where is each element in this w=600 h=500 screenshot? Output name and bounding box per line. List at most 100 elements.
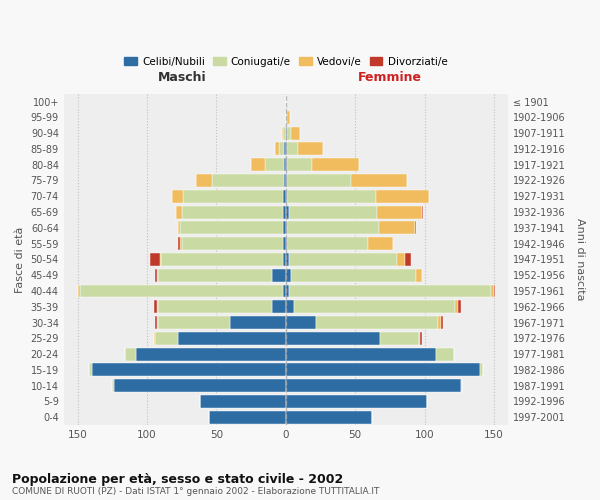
Bar bbox=[283, 237, 286, 250]
Bar bbox=[92, 364, 286, 376]
Bar bbox=[284, 174, 286, 187]
Bar bbox=[298, 142, 323, 156]
Bar bbox=[312, 158, 359, 171]
Bar bbox=[286, 174, 287, 187]
Bar bbox=[287, 111, 290, 124]
Bar bbox=[283, 253, 286, 266]
Bar bbox=[275, 142, 279, 156]
Y-axis label: Fasce di età: Fasce di età bbox=[15, 226, 25, 292]
Bar bbox=[136, 348, 286, 360]
Bar bbox=[287, 126, 292, 140]
Bar bbox=[178, 332, 286, 345]
Bar bbox=[461, 379, 462, 392]
Bar bbox=[415, 222, 416, 234]
Bar bbox=[294, 300, 455, 313]
Bar bbox=[265, 158, 284, 171]
Text: COMUNE DI RUOTI (PZ) - Dati ISTAT 1° gennaio 2002 - Elaborazione TUTTITALIA.IT: COMUNE DI RUOTI (PZ) - Dati ISTAT 1° gen… bbox=[12, 488, 379, 496]
Bar bbox=[182, 206, 283, 218]
Bar bbox=[416, 268, 422, 281]
Bar bbox=[455, 300, 458, 313]
Bar bbox=[376, 190, 429, 203]
Bar bbox=[436, 348, 454, 360]
Bar bbox=[196, 174, 212, 187]
Bar bbox=[292, 126, 299, 140]
Bar bbox=[351, 174, 407, 187]
Bar bbox=[368, 237, 392, 250]
Bar bbox=[439, 316, 441, 329]
Bar bbox=[272, 300, 286, 313]
Bar bbox=[114, 379, 286, 392]
Bar bbox=[157, 316, 158, 329]
Bar bbox=[287, 222, 379, 234]
Bar bbox=[181, 222, 283, 234]
Bar bbox=[155, 316, 157, 329]
Bar bbox=[178, 237, 181, 250]
Bar bbox=[284, 158, 286, 171]
Bar bbox=[292, 268, 416, 281]
Bar bbox=[182, 237, 283, 250]
Bar bbox=[405, 253, 410, 266]
Bar bbox=[209, 411, 286, 424]
Bar bbox=[283, 126, 286, 140]
Bar bbox=[286, 364, 480, 376]
Bar bbox=[155, 332, 178, 345]
Bar bbox=[178, 222, 181, 234]
Bar bbox=[286, 126, 287, 140]
Bar bbox=[421, 332, 422, 345]
Text: Maschi: Maschi bbox=[157, 71, 206, 84]
Bar bbox=[172, 190, 183, 203]
Bar bbox=[286, 316, 316, 329]
Bar bbox=[176, 206, 182, 218]
Bar bbox=[89, 364, 92, 376]
Bar bbox=[279, 142, 284, 156]
Y-axis label: Anni di nascita: Anni di nascita bbox=[575, 218, 585, 300]
Bar bbox=[200, 395, 286, 408]
Bar bbox=[157, 268, 158, 281]
Bar bbox=[283, 284, 286, 298]
Bar bbox=[283, 190, 286, 203]
Bar bbox=[230, 316, 286, 329]
Bar bbox=[286, 190, 287, 203]
Bar bbox=[286, 237, 287, 250]
Bar bbox=[161, 253, 283, 266]
Bar bbox=[419, 332, 421, 345]
Bar bbox=[80, 284, 283, 298]
Bar bbox=[422, 206, 423, 218]
Bar bbox=[441, 316, 443, 329]
Bar bbox=[286, 395, 427, 408]
Bar bbox=[380, 332, 419, 345]
Bar bbox=[158, 268, 272, 281]
Bar bbox=[286, 300, 294, 313]
Bar bbox=[284, 142, 286, 156]
Bar bbox=[397, 253, 405, 266]
Bar bbox=[379, 222, 415, 234]
Bar bbox=[287, 237, 368, 250]
Bar bbox=[272, 268, 286, 281]
Bar bbox=[480, 364, 483, 376]
Bar bbox=[286, 411, 372, 424]
Bar bbox=[289, 253, 397, 266]
Bar bbox=[286, 222, 287, 234]
Bar bbox=[154, 300, 157, 313]
Bar bbox=[286, 332, 380, 345]
Bar bbox=[287, 142, 298, 156]
Bar bbox=[125, 348, 136, 360]
Bar bbox=[212, 174, 284, 187]
Bar bbox=[158, 300, 272, 313]
Bar bbox=[287, 158, 312, 171]
Bar bbox=[286, 284, 289, 298]
Bar bbox=[155, 268, 157, 281]
Text: Popolazione per età, sesso e stato civile - 2002: Popolazione per età, sesso e stato civil… bbox=[12, 472, 343, 486]
Bar bbox=[160, 253, 161, 266]
Bar bbox=[286, 348, 436, 360]
Bar bbox=[316, 316, 439, 329]
Bar bbox=[286, 253, 289, 266]
Bar bbox=[286, 142, 287, 156]
Bar bbox=[286, 206, 289, 218]
Bar bbox=[77, 284, 80, 298]
Bar bbox=[458, 300, 461, 313]
Bar bbox=[281, 126, 283, 140]
Bar bbox=[286, 111, 287, 124]
Text: Femmine: Femmine bbox=[358, 71, 422, 84]
Bar bbox=[283, 222, 286, 234]
